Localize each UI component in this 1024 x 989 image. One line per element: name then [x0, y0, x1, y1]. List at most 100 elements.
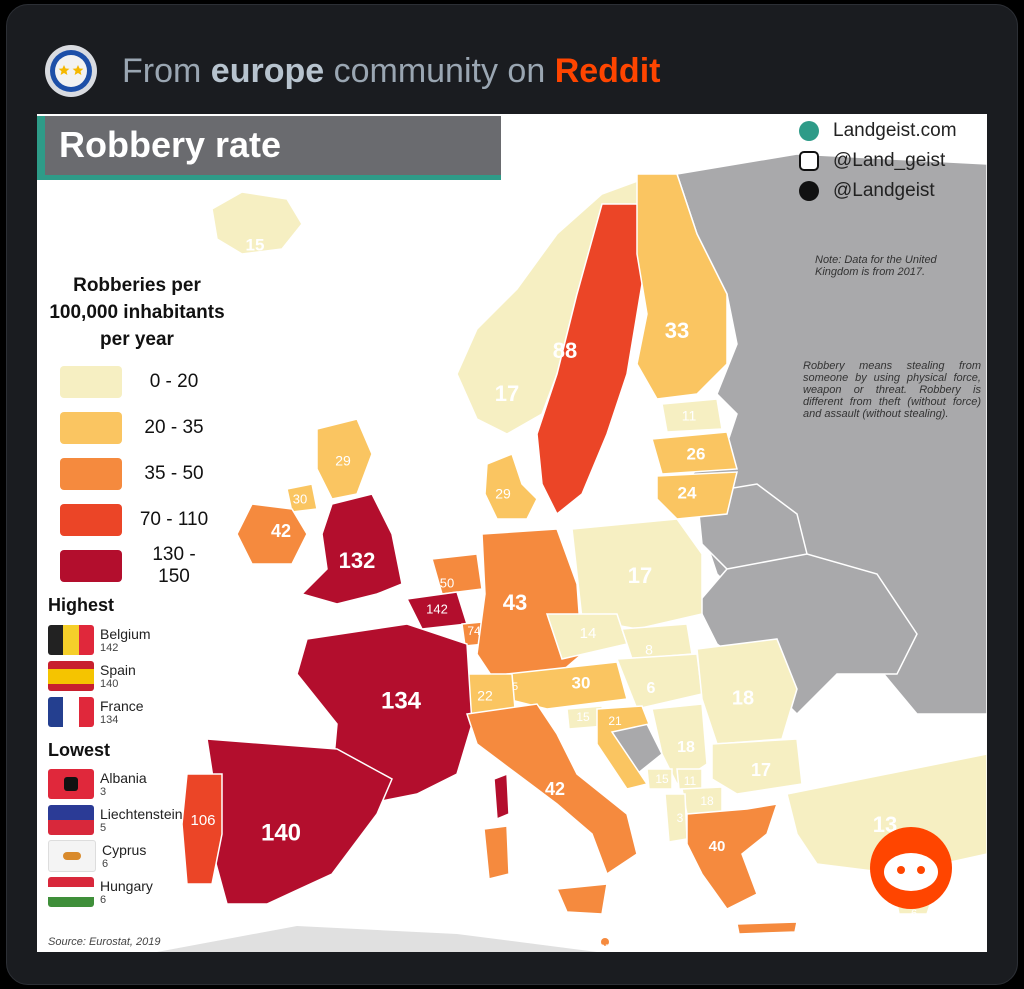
rank-item-hungary: Hungary 6	[48, 875, 153, 909]
switzerland-value: 22	[477, 688, 493, 704]
romania-value: 18	[732, 687, 754, 709]
rank-value: 140	[100, 677, 119, 690]
latvia-value: 26	[687, 444, 706, 463]
croatia-shape	[596, 705, 651, 790]
malta-shape	[601, 938, 609, 946]
instagram-icon	[799, 151, 819, 171]
community-link[interactable]: europe	[210, 51, 325, 90]
sweden-value: 88	[553, 338, 577, 363]
rank-value: 142	[100, 641, 119, 654]
lowest-heading: Lowest	[48, 740, 111, 760]
rank-country: Liechtenstein	[100, 805, 183, 822]
lithuania-value: 24	[678, 483, 697, 502]
legend-item: 35 - 50	[60, 451, 214, 497]
twitter-icon	[799, 181, 819, 201]
netherlands-shape	[431, 553, 483, 595]
albania-flag-icon	[48, 769, 94, 799]
rank-item-belgium: Belgium 142	[48, 623, 151, 657]
ireland-shape	[236, 503, 308, 565]
legend-label: 130 - 150	[152, 544, 196, 587]
austria-value: 30	[572, 673, 591, 692]
norway-value: 17	[495, 381, 519, 406]
north-macedonia-value: 18	[700, 794, 714, 808]
rank-item-albania: Albania 3	[48, 767, 147, 801]
scotland-value: 29	[335, 453, 351, 469]
albania-value: 3	[677, 811, 684, 825]
rank-country: Hungary	[100, 877, 153, 894]
rank-item-spain: Spain 140	[48, 659, 136, 693]
rank-country: France	[100, 697, 144, 714]
romania-shape	[696, 638, 798, 745]
rank-value: 3	[100, 785, 107, 798]
rank-item-france: France 134	[48, 695, 144, 729]
legend-swatch	[60, 504, 122, 536]
legend-label: 0 - 20	[149, 371, 199, 392]
legend-label: 70 - 110	[139, 509, 209, 530]
legend-title: Robberies per 100,000 inhabitants per ye…	[37, 272, 237, 353]
finland-shape	[636, 173, 728, 400]
liechtenstein-flag-icon	[48, 805, 94, 835]
social-row: @Land_geist	[799, 146, 957, 176]
europe-map: 15 17 88 33 11 26 24 29 29 30 42 132 50 …	[37, 114, 987, 952]
slovakia-value: 8	[645, 642, 653, 658]
legend-swatch	[60, 458, 122, 490]
legend-swatch	[60, 412, 122, 444]
cyprus-flag-icon	[48, 840, 96, 872]
belgium-value: 142	[426, 601, 448, 616]
legend: 0 - 20 20 - 35 35 - 50 70 - 110 130 - 15…	[60, 359, 214, 589]
corsica-shape	[493, 772, 510, 821]
italy-shape	[466, 703, 638, 876]
uk-note: Note: Data for the United Kingdom is fro…	[815, 254, 937, 278]
highest-heading: Highest	[48, 595, 115, 615]
greece-shape	[686, 803, 779, 910]
rank-country: Cyprus	[102, 841, 147, 858]
cyprus-value: 6	[911, 908, 917, 920]
legend-item: 20 - 35	[60, 405, 214, 451]
spain-value: 140	[261, 819, 301, 846]
reddit-snoo-icon	[870, 827, 952, 909]
rank-value: 6	[100, 893, 107, 906]
germany-value: 43	[503, 590, 527, 615]
portugal-shape	[181, 773, 223, 885]
lithuania-shape	[656, 471, 738, 520]
instagram-text: @Land_geist	[833, 150, 946, 171]
legend-swatch	[60, 550, 122, 582]
serbia-value: 18	[677, 739, 695, 756]
hungary-value: 6	[647, 680, 656, 697]
uk-value: 132	[339, 548, 376, 573]
legend-title-line: Robberies per	[73, 275, 201, 296]
bulgaria-value: 17	[751, 760, 771, 780]
platform-link[interactable]: Reddit	[554, 51, 661, 90]
map-title: Robbery rate	[59, 124, 282, 165]
website-text: Landgeist.com	[833, 120, 957, 141]
croatia-value: 21	[608, 714, 622, 728]
poland-value: 17	[628, 563, 652, 588]
legend-item: 70 - 110	[60, 497, 214, 543]
rank-item-liechtenstein: Liechtenstein 5	[48, 803, 183, 837]
portugal-value: 106	[190, 812, 215, 829]
italy-value: 42	[545, 779, 565, 799]
spain-flag-icon	[48, 661, 94, 691]
rank-country: Albania	[100, 769, 147, 786]
ireland-value: 42	[271, 521, 291, 541]
northern-ireland-shape	[286, 483, 318, 513]
legend-title-line: per year	[100, 329, 174, 350]
denmark-value: 29	[495, 486, 511, 502]
sardinia-shape	[483, 825, 510, 880]
belgium-flag-icon	[48, 625, 94, 655]
prefix-text: From	[122, 51, 202, 90]
liechtenstein-value: 5	[512, 681, 518, 693]
rank-value: 5	[100, 821, 107, 834]
france-flag-icon	[48, 697, 94, 727]
community-avatar[interactable]	[45, 45, 97, 97]
globe-icon	[799, 121, 819, 141]
rank-country: Belgium	[100, 625, 151, 642]
netherlands-value: 50	[440, 575, 454, 590]
star-eyes-icon	[50, 50, 92, 92]
snoo-eye	[897, 866, 905, 874]
iceland-value: 15	[246, 235, 265, 254]
middle-text: community on	[333, 51, 546, 90]
sicily-shape	[555, 883, 608, 915]
north-africa-region	[157, 926, 597, 952]
germany-shape	[476, 528, 583, 685]
